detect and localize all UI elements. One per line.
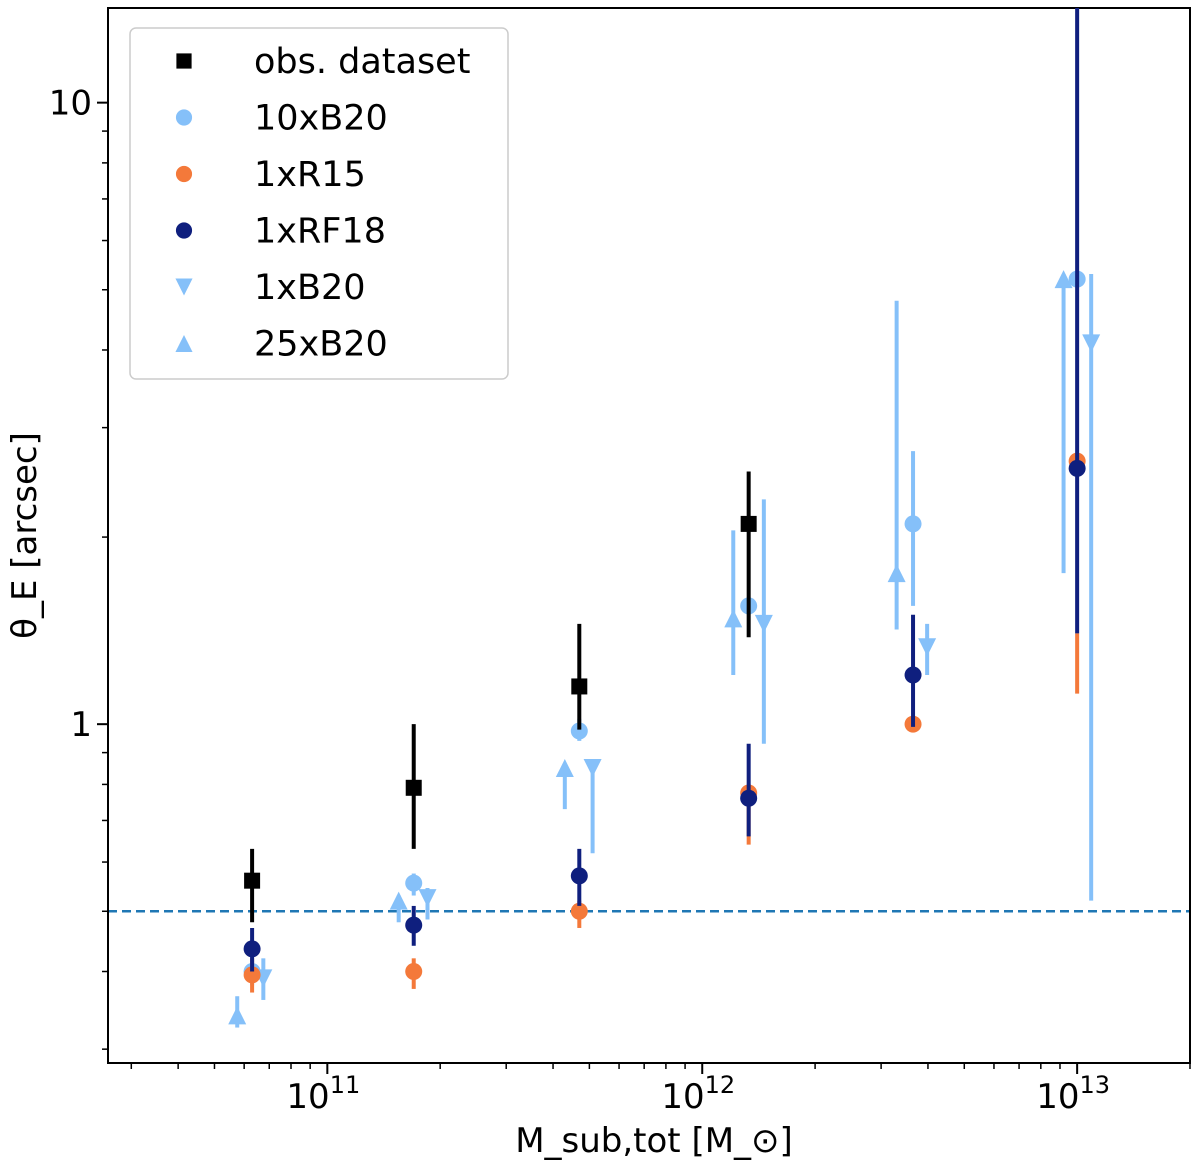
y-tick-label: 10: [49, 84, 92, 124]
legend-marker: [176, 53, 192, 69]
data-point-1xb20: [418, 889, 437, 908]
x-tick-label: 1012: [661, 1071, 735, 1117]
data-point-1xb20: [918, 638, 937, 657]
y-tick-label: 1: [70, 705, 92, 745]
data-point-1xrf18: [405, 916, 423, 934]
x-tick-label-base: 10: [286, 1077, 329, 1117]
legend: obs. dataset 10xB20 1xR15 1xRF18 1xB20 25xB20: [129, 27, 509, 380]
legend-box: [129, 27, 509, 380]
data-point-1xr15: [243, 966, 261, 984]
x-tick-label-exponent: 13: [1080, 1071, 1111, 1099]
legend-label: 1xRF18: [254, 212, 386, 252]
data-point-1xrf18: [570, 867, 588, 885]
legend-marker: [175, 222, 193, 239]
x-tick-label: 1013: [1036, 1071, 1110, 1117]
data-point-obs-dataset: [405, 779, 422, 796]
data-point-25xb20: [724, 609, 743, 628]
legend-marker: [175, 109, 193, 126]
data-point-1xrf18: [1068, 459, 1086, 477]
axes-frame: [107, 7, 1191, 1064]
x-tick-label: 1011: [286, 1071, 360, 1117]
legend-label: obs. dataset: [254, 42, 470, 82]
x-tick-label-exponent: 12: [705, 1071, 736, 1099]
data-point-1xb20: [1082, 334, 1101, 353]
data-point-obs-dataset: [244, 872, 261, 889]
legend-label: 25xB20: [254, 325, 388, 365]
data-point-1xrf18: [740, 789, 758, 807]
legend-label: 1xB20: [254, 268, 366, 308]
legend-marker: [175, 334, 193, 353]
data-point-25xb20: [555, 759, 574, 778]
data-point-10xb20: [405, 874, 423, 892]
data-point-1xr15: [570, 902, 588, 920]
data-point-25xb20: [389, 891, 408, 910]
x-axis-label: M_sub,tot [M_⊙]: [515, 1121, 793, 1161]
data-point-1xb20: [583, 759, 602, 778]
data-point-1xrf18: [243, 940, 261, 958]
legend-marker: [175, 165, 193, 183]
data-point-25xb20: [887, 564, 906, 583]
data-point-10xb20: [570, 722, 588, 740]
legend-marker: [175, 278, 193, 296]
data-layer: [228, 8, 1101, 1028]
legend-label: 10xB20: [254, 99, 388, 139]
data-point-1xrf18: [904, 666, 922, 684]
x-tick-label-exponent: 11: [330, 1071, 361, 1099]
y-axis-label: θ_E [arcsec]: [5, 432, 45, 639]
data-point-10xb20: [904, 515, 922, 533]
data-point-25xb20: [1054, 270, 1073, 289]
data-point-1xb20: [754, 614, 773, 633]
data-point-obs-dataset: [571, 678, 588, 695]
legend-label: 1xR15: [254, 155, 366, 195]
x-tick-label-base: 10: [1036, 1077, 1079, 1117]
x-tick-label-base: 10: [661, 1077, 704, 1117]
data-point-1xr15: [405, 963, 423, 981]
data-point-25xb20: [228, 1006, 247, 1025]
data-point-obs-dataset: [740, 515, 757, 532]
